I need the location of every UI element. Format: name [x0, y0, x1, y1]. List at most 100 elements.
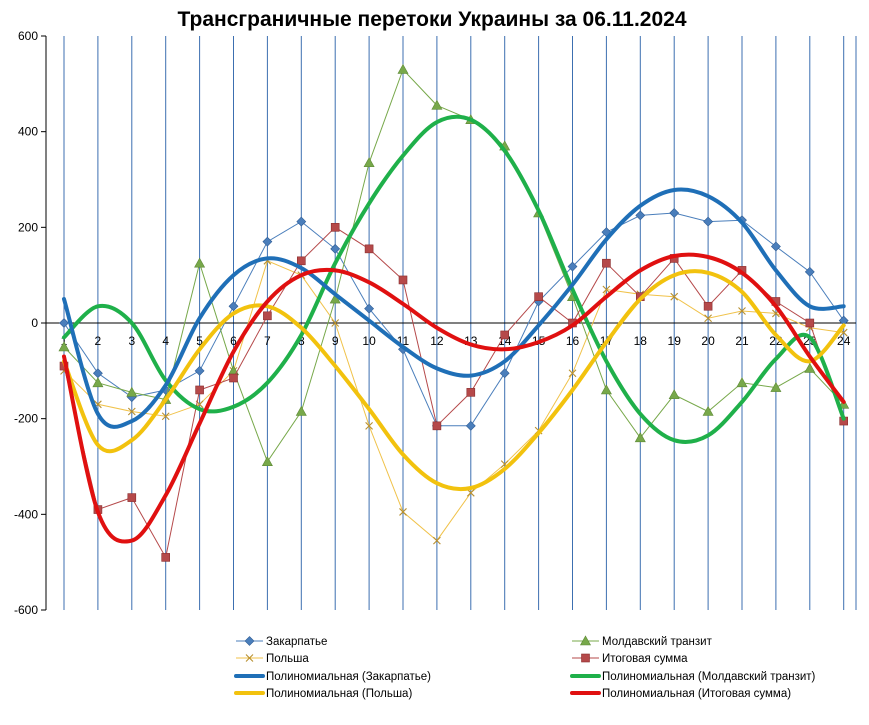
data-point-moldova — [431, 99, 443, 110]
data-point-zakarpattia — [228, 301, 239, 312]
data-point-total — [703, 301, 713, 311]
data-point-poland — [127, 407, 136, 416]
y-tick-label: 200 — [18, 220, 38, 234]
data-point-poland — [365, 421, 373, 430]
legend-marker — [244, 636, 255, 646]
data-point-moldova — [600, 384, 612, 395]
x-marker-stroke — [161, 412, 170, 421]
x-marker-stroke — [399, 508, 407, 516]
x-tick-label: 18 — [634, 334, 648, 348]
data-point-moldova — [92, 377, 104, 388]
data-point-zakarpattia — [59, 318, 69, 328]
data-point-poland — [161, 412, 170, 421]
x-tick-label: 21 — [735, 334, 749, 348]
chart-title: Трансграничные перетоки Украины за 06.11… — [177, 8, 686, 31]
x-marker-stroke — [568, 369, 577, 378]
x-tick-label: 9 — [332, 334, 339, 348]
y-tick-label: -600 — [14, 603, 38, 617]
x-marker-stroke — [670, 292, 679, 301]
data-point-moldova — [668, 389, 680, 400]
data-point-poland — [433, 536, 441, 545]
data-point-zakarpattia — [194, 365, 205, 376]
x-marker-stroke — [738, 307, 746, 315]
x-tick-label: 6 — [230, 334, 237, 348]
x-marker-stroke — [500, 460, 509, 468]
legend-item-moldova: Молдавский транзит — [572, 635, 713, 648]
data-point-moldova — [295, 405, 307, 416]
legend-item-trend_poland: Полиномиальная (Польша) — [234, 688, 412, 700]
x-tick-label: 24 — [837, 334, 851, 348]
data-point-total — [263, 311, 272, 321]
data-point-poland — [399, 508, 407, 516]
data-point-moldova — [397, 63, 409, 74]
legend-item-poland: Польша — [236, 653, 309, 665]
x-tick-label: 4 — [162, 334, 169, 348]
x-tick-label: 10 — [362, 334, 376, 348]
x-marker-stroke — [365, 421, 373, 430]
legend-item-trend_moldova: Полиномиальная (Молдавский транзит) — [570, 671, 816, 683]
data-point-poland — [466, 488, 475, 497]
legend-item-zakarpattia: Закарпатье — [236, 636, 327, 648]
x-tick-label: 2 — [95, 334, 102, 348]
legend-label: Закарпатье — [266, 636, 327, 648]
legend-label: Полиномиальная (Польша) — [266, 688, 412, 700]
y-tick-label: 400 — [18, 125, 38, 139]
legend-marker — [581, 653, 590, 663]
legend: Закарпатье Молдавский транзит Польша Итогов… — [234, 635, 816, 700]
data-point-total — [534, 292, 543, 301]
data-point-total — [195, 385, 204, 395]
legend-label: Полиномиальная (Итоговая сумма) — [602, 688, 791, 700]
data-point-moldova — [194, 257, 206, 268]
data-point-zakarpattia — [770, 241, 781, 252]
legend-marker — [245, 654, 254, 662]
x-marker-stroke — [127, 407, 136, 416]
series-line-total — [63, 226, 845, 559]
x-tick-label: 5 — [196, 334, 203, 348]
legend-item-total: Итоговая сумма — [572, 653, 688, 665]
data-point-total — [432, 421, 442, 431]
x-marker-stroke — [704, 314, 712, 323]
data-point-total — [296, 256, 306, 266]
x-tick-label: 16 — [566, 334, 580, 348]
data-point-total — [161, 553, 170, 562]
trend-line-zakarpattia — [62, 187, 846, 429]
x-marker-stroke — [433, 536, 441, 545]
data-point-total — [398, 275, 408, 285]
x-marker-stroke — [602, 285, 611, 294]
x-tick-label: 8 — [298, 334, 305, 348]
x-marker-stroke — [245, 654, 254, 662]
data-point-zakarpattia — [567, 261, 578, 272]
trend-lines — [62, 114, 846, 544]
data-point-poland — [670, 292, 679, 301]
legend-item-trend_total: Полиномиальная (Итоговая сумма) — [570, 688, 791, 700]
y-tick-label: 600 — [18, 29, 38, 43]
trend-line-moldova — [62, 114, 846, 444]
y-tick-label: -200 — [14, 412, 38, 426]
data-point-moldova — [634, 432, 646, 443]
data-point-moldova — [261, 456, 273, 467]
data-point-poland — [704, 314, 712, 323]
data-point-zakarpattia — [330, 243, 341, 254]
legend-label: Полиномиальная (Молдавский транзит) — [602, 671, 816, 683]
x-tick-label: 20 — [701, 334, 715, 348]
data-point-total — [330, 223, 340, 232]
data-point-moldova — [126, 386, 138, 397]
data-point-poland — [738, 307, 746, 315]
x-marker-stroke — [466, 488, 475, 497]
data-point-zakarpattia — [703, 216, 714, 227]
legend-label: Полиномиальная (Закарпатье) — [266, 671, 431, 683]
data-point-zakarpattia — [635, 210, 646, 221]
data-point-total — [805, 318, 815, 328]
data-point-moldova — [804, 362, 816, 373]
data-point-poland — [602, 285, 611, 294]
legend-label: Польша — [266, 653, 309, 665]
data-point-zakarpattia — [804, 266, 815, 277]
x-tick-label: 1 — [61, 334, 68, 348]
data-point-poland — [568, 369, 577, 378]
data-point-total — [127, 493, 137, 502]
x-tick-label: 19 — [668, 334, 682, 348]
data-point-total — [364, 244, 374, 254]
